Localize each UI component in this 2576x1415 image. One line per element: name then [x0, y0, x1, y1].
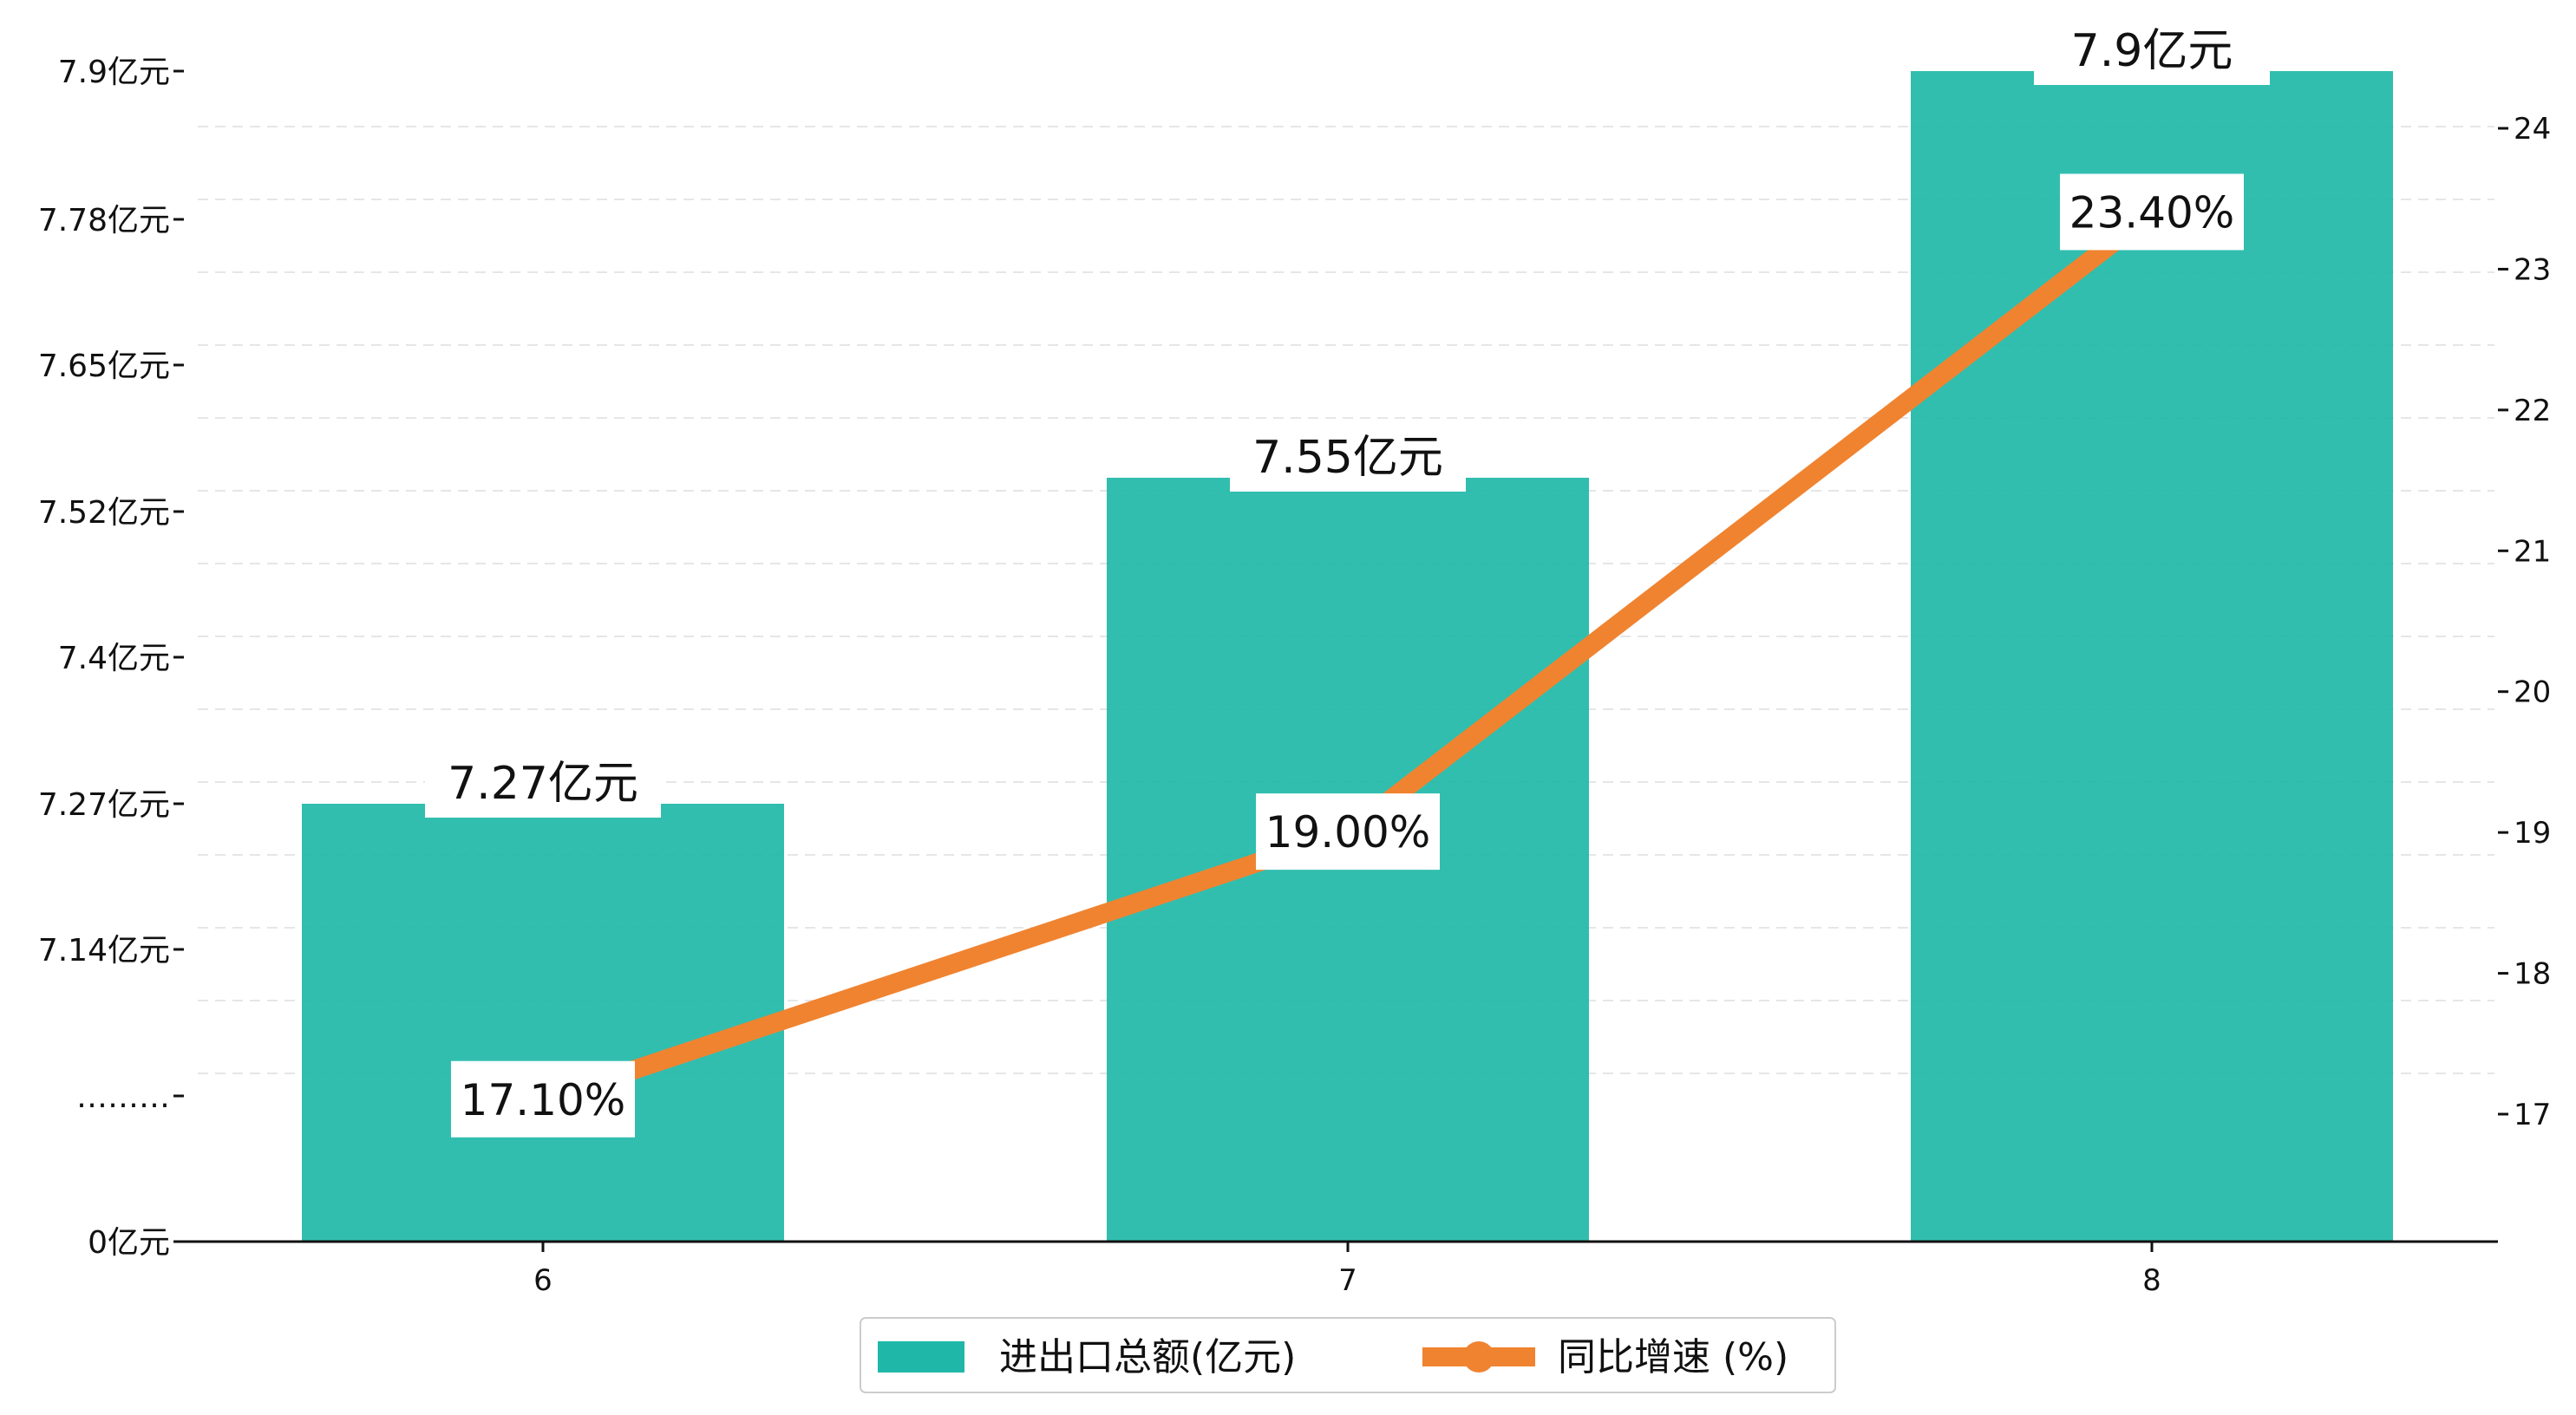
right-tick-label: 20: [2514, 675, 2551, 710]
bar-8: [1911, 71, 2393, 1242]
left-tick-label: 7.65亿元: [38, 349, 170, 384]
data-labels: 7.27亿元 7.55亿元 7.9亿元 17.10% 19.00% 23.40%: [425, 21, 2270, 1138]
legend-label-line: 同比增速 (%): [1558, 1335, 1788, 1379]
x-tick-label: 8: [2142, 1263, 2161, 1298]
right-tick-label: 18: [2514, 957, 2551, 992]
right-tick-label: 24: [2514, 112, 2551, 147]
x-tick-label: 6: [533, 1263, 552, 1298]
bar-value-label: 7.9亿元: [2071, 25, 2233, 77]
right-tick-label: 22: [2514, 394, 2551, 428]
legend-box: [860, 1317, 1836, 1393]
left-tick-label: 7.78亿元: [38, 203, 170, 238]
left-tick-label: 7.14亿元: [38, 933, 170, 968]
left-tick-label: 0亿元: [88, 1225, 170, 1261]
left-tick-label: 7.27亿元: [38, 787, 170, 823]
right-tick-label: 17: [2514, 1098, 2551, 1132]
left-tick-label: 7.52亿元: [38, 495, 170, 531]
legend-label-bar: 进出口总额(亿元): [999, 1335, 1296, 1379]
bar-series: [302, 71, 2393, 1242]
bar-label-box: [2034, 21, 2270, 85]
legend-swatch-bar: [878, 1341, 964, 1373]
legend: 进出口总额(亿元) 同比增速 (%): [860, 1317, 1836, 1393]
right-tick-label: 19: [2514, 816, 2551, 851]
right-tick-label: 23: [2514, 252, 2551, 287]
point-label-box: [2060, 173, 2244, 251]
bar-label-box: [425, 753, 661, 818]
bar-label-box: [1230, 427, 1466, 492]
point-label-box: [1256, 793, 1440, 871]
left-tick-label: 7.9亿元: [58, 55, 170, 90]
point-value-label: 23.40%: [2069, 187, 2235, 238]
right-tick-label: 21: [2514, 534, 2551, 569]
bar-value-label: 7.55亿元: [1252, 432, 1443, 484]
axes: 0亿元 ……… 7.14亿元 7.27亿元 7.4亿元 7.52亿元 7.65亿元 7.78亿…: [38, 55, 2551, 1298]
bar-value-label: 7.27亿元: [448, 758, 638, 810]
point-label-box: [451, 1060, 635, 1138]
point-value-label: 17.10%: [461, 1075, 626, 1125]
left-tick-label: ………: [76, 1079, 170, 1115]
point-value-label: 19.00%: [1265, 807, 1431, 857]
left-tick-label: 7.4亿元: [58, 641, 170, 676]
bar-6: [302, 804, 784, 1242]
x-tick-label: 7: [1338, 1263, 1357, 1298]
legend-swatch-marker: [1463, 1341, 1494, 1373]
